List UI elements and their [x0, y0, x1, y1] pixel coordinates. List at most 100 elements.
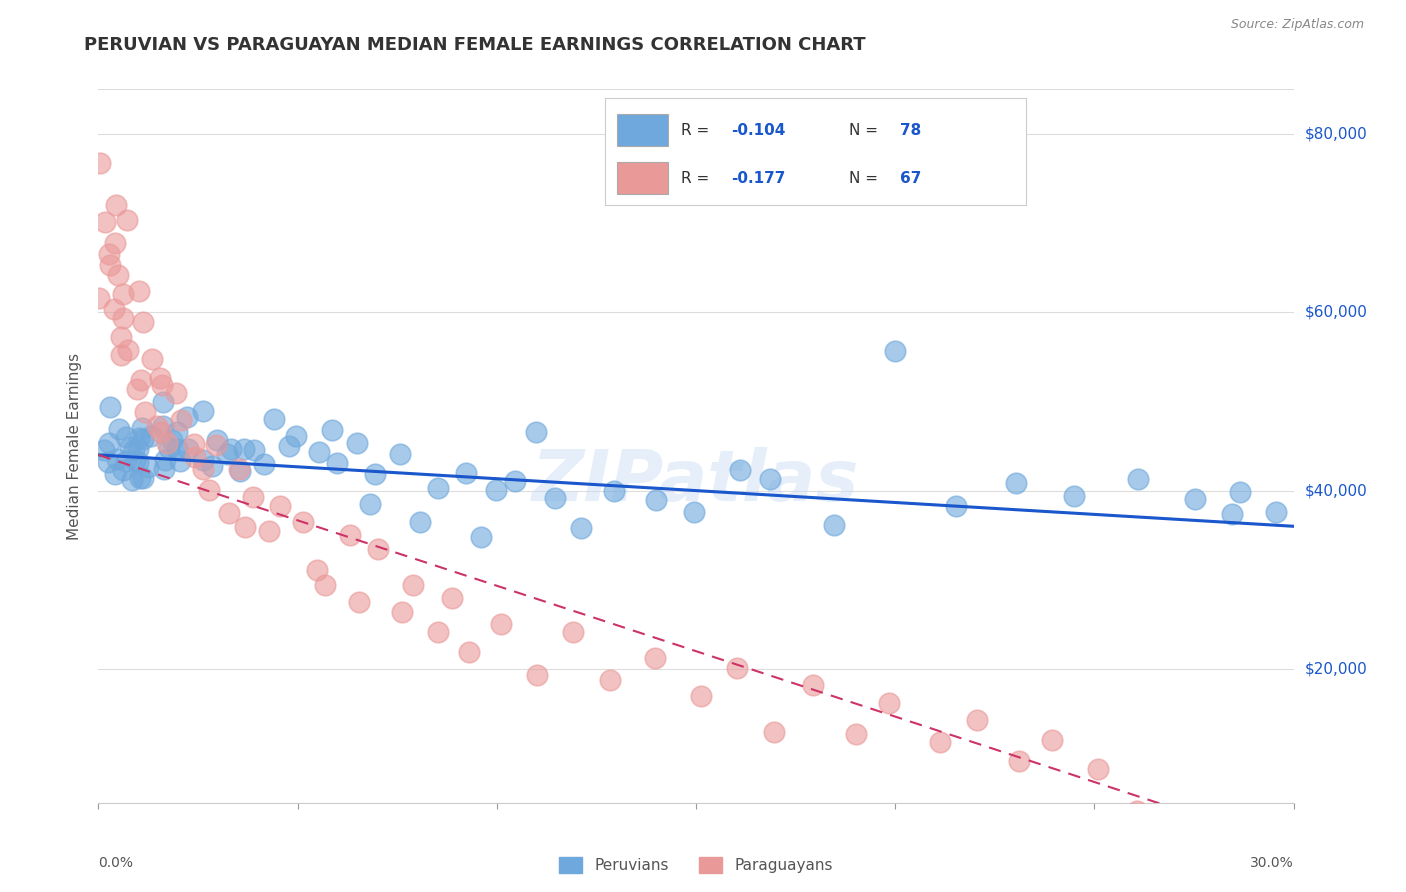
Text: R =: R =	[681, 123, 714, 137]
Point	[152, 461, 174, 475]
Point	[759, 472, 782, 486]
Text: -0.177: -0.177	[731, 171, 786, 186]
Point	[683, 505, 706, 519]
Point	[98, 400, 121, 414]
Point	[177, 442, 200, 457]
Point	[543, 491, 565, 505]
Point	[129, 471, 152, 485]
Text: 0.0%: 0.0%	[98, 856, 134, 871]
Point	[125, 382, 148, 396]
Point	[233, 519, 256, 533]
Point	[441, 591, 464, 605]
Point	[127, 442, 149, 456]
Point	[193, 404, 215, 418]
Point	[426, 481, 449, 495]
Point	[131, 420, 153, 434]
Point	[160, 433, 183, 447]
Y-axis label: Median Female Earnings: Median Female Earnings	[67, 352, 83, 540]
Point	[257, 524, 280, 538]
Point	[219, 442, 242, 457]
Point	[152, 395, 174, 409]
Point	[644, 651, 666, 665]
Point	[1184, 491, 1206, 506]
Point	[347, 595, 370, 609]
Point	[112, 286, 135, 301]
Point	[728, 463, 751, 477]
Text: $80,000: $80,000	[1305, 127, 1368, 141]
Point	[169, 453, 191, 467]
Point	[110, 348, 132, 362]
Text: -0.104: -0.104	[731, 123, 786, 137]
Point	[1063, 489, 1085, 503]
Point	[165, 386, 187, 401]
Point	[112, 311, 135, 326]
Text: Source: ZipAtlas.com: Source: ZipAtlas.com	[1230, 18, 1364, 31]
Point	[883, 343, 905, 358]
Point	[823, 518, 845, 533]
Point	[166, 425, 188, 439]
Point	[402, 578, 425, 592]
Point	[191, 461, 214, 475]
Point	[132, 471, 155, 485]
Point	[166, 442, 188, 456]
Point	[526, 668, 548, 682]
Point	[127, 455, 149, 469]
Point	[285, 429, 308, 443]
Point	[359, 497, 381, 511]
Text: PERUVIAN VS PARAGUAYAN MEDIAN FEMALE EARNINGS CORRELATION CHART: PERUVIAN VS PARAGUAYAN MEDIAN FEMALE EAR…	[84, 36, 866, 54]
Point	[150, 378, 173, 392]
Point	[176, 410, 198, 425]
Point	[215, 447, 238, 461]
Point	[105, 198, 128, 212]
Point	[966, 714, 988, 728]
Text: $60,000: $60,000	[1305, 305, 1368, 319]
Point	[253, 458, 276, 472]
Point	[93, 215, 115, 229]
Point	[184, 450, 207, 464]
Text: 78: 78	[900, 123, 921, 137]
Point	[157, 441, 180, 455]
Point	[242, 490, 264, 504]
Point	[524, 425, 547, 439]
Point	[105, 452, 128, 467]
Point	[122, 442, 145, 457]
Point	[1229, 485, 1251, 500]
Point	[104, 467, 127, 482]
Point	[314, 578, 336, 592]
Point	[409, 515, 432, 529]
Text: ZIPatlas: ZIPatlas	[533, 447, 859, 516]
Point	[291, 515, 314, 529]
Point	[107, 268, 129, 282]
Point	[1087, 762, 1109, 776]
Point	[110, 330, 132, 344]
Point	[470, 530, 492, 544]
Point	[87, 292, 110, 306]
Text: 67: 67	[900, 171, 921, 186]
Point	[134, 405, 156, 419]
Point	[131, 315, 153, 329]
Point	[763, 724, 786, 739]
Point	[153, 453, 176, 467]
Point	[233, 442, 256, 456]
Point	[426, 624, 449, 639]
Point	[104, 236, 127, 251]
Point	[205, 438, 228, 452]
Point	[145, 419, 167, 434]
Point	[321, 423, 343, 437]
Point	[200, 459, 222, 474]
Text: N =: N =	[849, 123, 883, 137]
Point	[945, 499, 967, 513]
Point	[1265, 506, 1288, 520]
Point	[845, 727, 868, 741]
Point	[89, 155, 111, 169]
Point	[277, 439, 299, 453]
Point	[602, 484, 624, 499]
Point	[1008, 754, 1031, 768]
Bar	[617, 162, 668, 194]
Point	[339, 527, 361, 541]
Point	[128, 284, 150, 298]
Point	[489, 616, 512, 631]
Point	[367, 541, 389, 556]
Text: $20,000: $20,000	[1305, 662, 1368, 676]
Point	[725, 661, 748, 675]
